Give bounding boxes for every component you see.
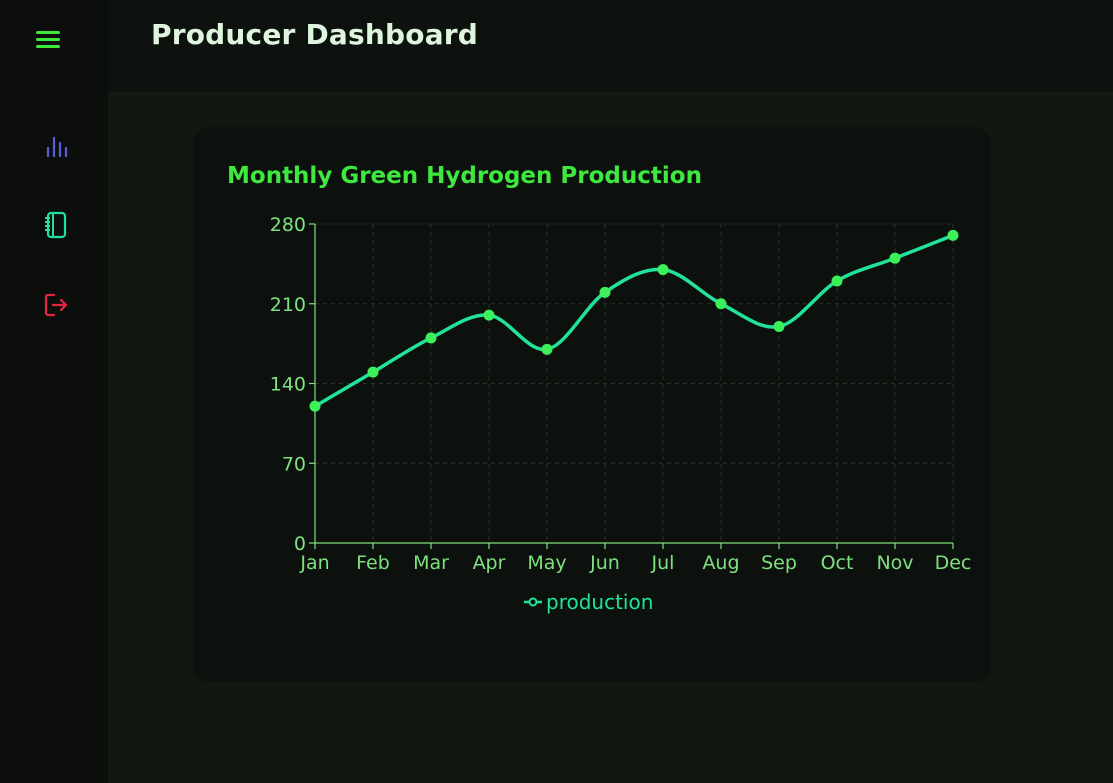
x-tick-label: Apr <box>473 552 506 574</box>
x-tick-label: Oct <box>821 552 854 574</box>
data-point <box>425 332 437 344</box>
page-title: Producer Dashboard <box>151 18 479 51</box>
x-tick-label: May <box>527 552 566 574</box>
y-tick-label: 70 <box>282 453 306 475</box>
y-tick-label: 280 <box>270 214 306 236</box>
hamburger-menu-icon <box>36 31 60 48</box>
y-tick-label: 210 <box>270 294 306 316</box>
menu-button[interactable] <box>32 24 64 54</box>
x-tick-label: Jan <box>299 552 329 574</box>
data-point <box>599 286 611 298</box>
chart-title: Monthly Green Hydrogen Production <box>227 163 702 189</box>
data-point <box>309 400 321 412</box>
data-point <box>483 309 495 321</box>
top-bar: Producer Dashboard <box>108 0 1113 93</box>
y-tick-label: 140 <box>270 374 306 396</box>
sidebar-item-records[interactable] <box>40 209 72 241</box>
data-point <box>947 229 959 241</box>
data-point <box>367 366 379 378</box>
production-line-chart: 0 70 140 210 280 Jan Feb Mar Apr May Jun Jul Aug Sep O… <box>270 214 972 614</box>
data-point <box>773 321 785 333</box>
series-line-production <box>313 233 955 409</box>
sidebar <box>0 0 108 783</box>
logout-icon <box>44 293 68 317</box>
x-tick-label: Jun <box>589 552 620 574</box>
x-tick-label: Dec <box>935 552 972 574</box>
x-tick-label: Sep <box>761 552 797 574</box>
x-tick-label: Mar <box>413 552 449 574</box>
sidebar-item-analytics[interactable] <box>40 129 72 161</box>
x-tick-label: Aug <box>702 552 739 574</box>
x-tick-label: Nov <box>876 552 913 574</box>
notebook-icon <box>45 211 67 239</box>
sidebar-item-logout[interactable] <box>40 289 72 321</box>
legend-label: production <box>546 590 653 614</box>
data-point <box>889 252 901 264</box>
y-tick-label: 0 <box>294 533 306 555</box>
production-chart-card: Monthly Green Hydrogen Production 0 70 140… <box>194 127 990 682</box>
data-point <box>657 264 669 276</box>
legend-marker-icon <box>528 597 538 607</box>
bar-chart-icon <box>46 136 68 158</box>
data-point <box>831 275 843 287</box>
data-point <box>715 298 727 310</box>
x-tick-label: Feb <box>356 552 390 574</box>
data-point <box>541 343 553 355</box>
x-tick-label: Jul <box>651 552 675 574</box>
